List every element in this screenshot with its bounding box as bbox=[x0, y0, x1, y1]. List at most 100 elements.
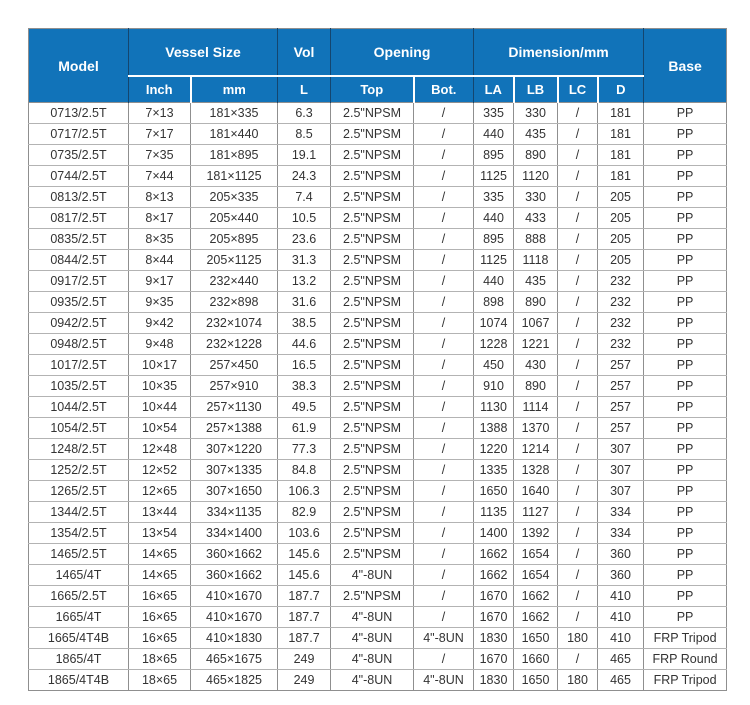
cell-lb: 890 bbox=[513, 291, 559, 313]
cell-vol-l: 13.2 bbox=[277, 270, 332, 292]
cell-model: 1665/4T4B bbox=[28, 627, 129, 649]
cell-lc: / bbox=[557, 312, 599, 334]
cell-vessel-mm: 181×335 bbox=[189, 102, 279, 124]
cell-model: 0935/2.5T bbox=[28, 291, 129, 313]
cell-lb: 1114 bbox=[513, 396, 559, 418]
cell-opening-top: 4"-8UN bbox=[330, 627, 415, 649]
cell-opening-bot: / bbox=[413, 417, 475, 439]
cell-vol-l: 31.3 bbox=[277, 249, 332, 271]
cell-opening-bot: / bbox=[413, 354, 475, 376]
table-row: 1665/4T4B 16×65 410×1830 187.7 4"-8UN 4"… bbox=[28, 627, 728, 649]
cell-model: 0917/2.5T bbox=[28, 270, 129, 292]
cell-vol-l: 77.3 bbox=[277, 438, 332, 460]
cell-lc: / bbox=[557, 522, 599, 544]
cell-opening-top: 4"-8UN bbox=[330, 648, 415, 670]
cell-d: 232 bbox=[597, 312, 645, 334]
cell-vol-l: 10.5 bbox=[277, 207, 332, 229]
table-row: 1665/4T 16×65 410×1670 187.7 4"-8UN / 16… bbox=[28, 606, 728, 628]
cell-opening-top: 2.5"NPSM bbox=[330, 333, 415, 355]
cell-lc: / bbox=[557, 291, 599, 313]
cell-opening-bot: 4"-8UN bbox=[413, 627, 475, 649]
cell-d: 257 bbox=[597, 396, 645, 418]
cell-vessel-mm: 257×1130 bbox=[189, 396, 279, 418]
cell-vessel-mm: 334×1135 bbox=[189, 501, 279, 523]
cell-base: PP bbox=[643, 207, 728, 229]
cell-vessel-inch: 12×48 bbox=[128, 438, 191, 460]
cell-model: 1054/2.5T bbox=[28, 417, 129, 439]
cell-opening-top: 4"-8UN bbox=[330, 669, 415, 691]
cell-base: PP bbox=[643, 396, 728, 418]
cell-opening-bot: / bbox=[413, 648, 475, 670]
cell-la: 1400 bbox=[473, 522, 515, 544]
cell-vessel-mm: 232×1074 bbox=[189, 312, 279, 334]
cell-opening-top: 2.5"NPSM bbox=[330, 207, 415, 229]
header-row-groups: Model Vessel Size Vol Opening Dimension/… bbox=[28, 28, 727, 103]
col-header-top: Top bbox=[330, 74, 414, 103]
cell-la: 1125 bbox=[473, 165, 515, 187]
table-row: 0735/2.5T 7×35 181×895 19.1 2.5"NPSM / 8… bbox=[28, 144, 728, 166]
cell-vol-l: 84.8 bbox=[277, 459, 332, 481]
cell-lc: / bbox=[557, 249, 599, 271]
cell-la: 910 bbox=[473, 375, 515, 397]
cell-vessel-inch: 7×17 bbox=[128, 123, 191, 145]
cell-d: 307 bbox=[597, 459, 645, 481]
table-row: 0717/2.5T 7×17 181×440 8.5 2.5"NPSM / 44… bbox=[28, 123, 728, 145]
cell-opening-bot: / bbox=[413, 291, 475, 313]
cell-lc: / bbox=[557, 480, 599, 502]
cell-base: PP bbox=[643, 228, 728, 250]
cell-vessel-mm: 257×450 bbox=[189, 354, 279, 376]
cell-lb: 888 bbox=[513, 228, 559, 250]
cell-base: PP bbox=[643, 375, 728, 397]
cell-opening-top: 2.5"NPSM bbox=[330, 186, 415, 208]
cell-model: 1465/4T bbox=[28, 564, 129, 586]
cell-vol-l: 187.7 bbox=[277, 627, 332, 649]
col-header-base: Base bbox=[643, 28, 727, 103]
cell-la: 1335 bbox=[473, 459, 515, 481]
cell-vessel-inch: 16×65 bbox=[128, 627, 191, 649]
cell-opening-top: 2.5"NPSM bbox=[330, 459, 415, 481]
cell-lb: 1214 bbox=[513, 438, 559, 460]
cell-model: 0717/2.5T bbox=[28, 123, 129, 145]
cell-model: 1865/4T bbox=[28, 648, 129, 670]
cell-lb: 1650 bbox=[513, 669, 559, 691]
cell-d: 257 bbox=[597, 375, 645, 397]
cell-lc: / bbox=[557, 102, 599, 124]
table-row: 1344/2.5T 13×44 334×1135 82.9 2.5"NPSM /… bbox=[28, 501, 728, 523]
cell-vessel-inch: 13×44 bbox=[128, 501, 191, 523]
cell-base: PP bbox=[643, 291, 728, 313]
cell-lc: / bbox=[557, 333, 599, 355]
cell-lb: 1660 bbox=[513, 648, 559, 670]
cell-d: 360 bbox=[597, 543, 645, 565]
cell-base: PP bbox=[643, 249, 728, 271]
cell-opening-bot: / bbox=[413, 249, 475, 271]
cell-lb: 435 bbox=[513, 123, 559, 145]
cell-la: 1662 bbox=[473, 543, 515, 565]
cell-lc: / bbox=[557, 606, 599, 628]
cell-lb: 1654 bbox=[513, 543, 559, 565]
cell-base: PP bbox=[643, 459, 728, 481]
cell-vessel-inch: 9×42 bbox=[128, 312, 191, 334]
cell-vol-l: 145.6 bbox=[277, 543, 332, 565]
cell-opening-top: 2.5"NPSM bbox=[330, 123, 415, 145]
cell-opening-bot: / bbox=[413, 165, 475, 187]
cell-model: 0813/2.5T bbox=[28, 186, 129, 208]
cell-vessel-inch: 9×17 bbox=[128, 270, 191, 292]
cell-d: 181 bbox=[597, 102, 645, 124]
cell-d: 360 bbox=[597, 564, 645, 586]
table-row: 0813/2.5T 8×13 205×335 7.4 2.5"NPSM / 33… bbox=[28, 186, 728, 208]
cell-opening-bot: 4"-8UN bbox=[413, 669, 475, 691]
cell-d: 232 bbox=[597, 333, 645, 355]
cell-lc: 180 bbox=[557, 669, 599, 691]
cell-vessel-inch: 10×17 bbox=[128, 354, 191, 376]
cell-opening-top: 2.5"NPSM bbox=[330, 312, 415, 334]
cell-lb: 1650 bbox=[513, 627, 559, 649]
cell-opening-top: 2.5"NPSM bbox=[330, 585, 415, 607]
cell-la: 1074 bbox=[473, 312, 515, 334]
cell-la: 1830 bbox=[473, 669, 515, 691]
cell-base: PP bbox=[643, 165, 728, 187]
cell-opening-top: 2.5"NPSM bbox=[330, 417, 415, 439]
cell-model: 1665/2.5T bbox=[28, 585, 129, 607]
table-row: 1665/2.5T 16×65 410×1670 187.7 2.5"NPSM … bbox=[28, 585, 728, 607]
cell-lc: / bbox=[557, 396, 599, 418]
cell-opening-bot: / bbox=[413, 543, 475, 565]
